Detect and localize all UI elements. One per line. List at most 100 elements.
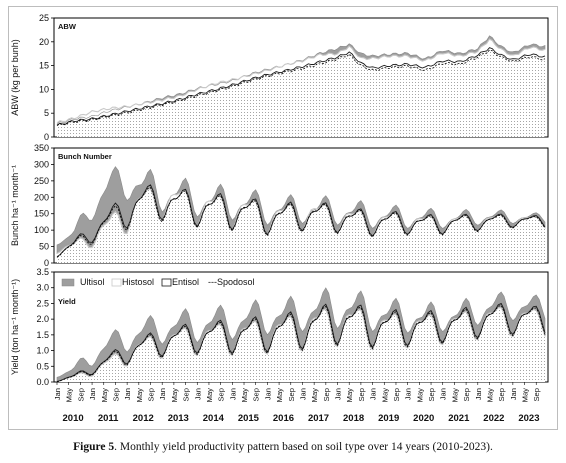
- yield-ytick-label: 3.0: [36, 283, 49, 293]
- x-month-label: Jan: [263, 388, 272, 400]
- yield-histosol-line: [56, 307, 546, 383]
- x-month-label: Sep: [182, 388, 191, 402]
- x-month-label: Jan: [123, 388, 132, 400]
- yield-ylabel: Yield (ton ha⁻¹ month⁻¹): [10, 279, 20, 375]
- chart-svg: 0 5 10 15 20 25 ABW ABW (kg per bunh) 0 50 100 150 2…: [10, 13, 549, 424]
- x-month-label: Jan: [369, 388, 378, 400]
- x-year-label: 2011: [98, 413, 119, 424]
- yield-panel-title: Yield: [58, 297, 76, 306]
- bunch-number-ytick-label: 100: [34, 225, 49, 235]
- abw-ytick-label: 15: [39, 61, 49, 71]
- x-month-label: Sep: [462, 388, 471, 402]
- legend-swatch-ultisol: [61, 278, 75, 287]
- abw-ytick-label: 20: [39, 37, 49, 47]
- bunch-number-ytick-label: 50: [39, 242, 49, 252]
- x-month-label: Sep: [147, 388, 156, 402]
- bunch-number-spodosol-line: [56, 187, 546, 258]
- yield-ytick-label: 1.0: [36, 346, 49, 356]
- bunch-number-spodosol-area: [57, 187, 545, 263]
- x-month-label: May: [240, 388, 249, 403]
- bunch-number-ytick-label: 350: [34, 143, 49, 153]
- x-month-label: Sep: [76, 388, 85, 402]
- x-month-label: Sep: [217, 388, 226, 402]
- bunch-number-panel-title: Bunch Number: [58, 152, 112, 161]
- x-year-label: 2022: [483, 413, 504, 424]
- x-month-label: Jan: [509, 388, 518, 400]
- x-month-label: May: [65, 388, 74, 403]
- abw-ytick-label: 10: [39, 84, 49, 94]
- x-month-label: May: [275, 388, 284, 403]
- yield-ytick-label: 3.5: [36, 267, 49, 277]
- x-month-label: Sep: [357, 388, 366, 402]
- x-month-label: Sep: [497, 388, 506, 402]
- x-year-label: 2015: [238, 413, 260, 424]
- caption-label: Figure 5: [73, 441, 115, 453]
- x-month-label: May: [521, 388, 530, 403]
- abw-spodosol-line: [56, 49, 546, 126]
- x-month-label: Jan: [474, 388, 483, 400]
- yield-ytick-label: 1.5: [36, 330, 49, 340]
- yield-ytick-label: 0.0: [36, 377, 49, 387]
- abw-ytick-label: 25: [39, 13, 49, 23]
- legend-swatch-histosol: [111, 278, 122, 287]
- legend-swatch-entisol: [161, 278, 172, 287]
- figure-frame: [8, 6, 558, 430]
- legend-label-2: Histosol: [122, 277, 154, 287]
- x-month-label: Sep: [322, 388, 331, 402]
- x-month-label: Jan: [404, 388, 413, 400]
- bunch-number-ytick-label: 0: [44, 258, 49, 268]
- legend-label-3: Entisol: [172, 277, 199, 287]
- yield-ytick-label: 2.0: [36, 314, 49, 324]
- yield-spodosol-line: [56, 304, 546, 383]
- x-year-label: 2013: [168, 413, 189, 424]
- x-month-label: Sep: [287, 388, 296, 402]
- x-month-label: Sep: [532, 388, 541, 402]
- x-month-label: Jan: [298, 388, 307, 400]
- x-month-label: Jan: [334, 388, 343, 400]
- x-month-label: May: [135, 388, 144, 403]
- x-month-label: Jan: [228, 388, 237, 400]
- bunch-number-ylabel: Bunch ha⁻¹ month⁻¹: [10, 165, 20, 246]
- bunch-number-ytick-label: 250: [34, 176, 49, 186]
- bunch-number-ytick-label: 200: [34, 192, 49, 202]
- x-year-label: 2010: [63, 413, 84, 424]
- legend-label-1: Ultisol: [80, 277, 105, 287]
- x-year-label: 2019: [378, 413, 399, 424]
- x-month-label: Sep: [111, 388, 120, 402]
- abw-ytick-label: 5: [44, 108, 49, 118]
- x-year-label: 2018: [343, 413, 364, 424]
- x-month-label: Jan: [439, 388, 448, 400]
- x-month-label: May: [170, 388, 179, 403]
- yield-spodosol-area: [57, 305, 545, 382]
- x-month-label: May: [345, 388, 354, 403]
- abw-histosol-line: [56, 38, 546, 124]
- x-month-label: Jan: [88, 388, 97, 400]
- x-month-label: May: [205, 388, 214, 403]
- abw-entisol-line: [56, 47, 546, 126]
- abw-panel-title: ABW: [58, 22, 77, 31]
- x-month-label: May: [380, 388, 389, 403]
- abw-ytick-label: 0: [44, 132, 49, 142]
- x-year-label: 2020: [413, 413, 434, 424]
- x-month-label: May: [450, 388, 459, 403]
- x-year-label: 2023: [518, 413, 539, 424]
- x-year-label: 2014: [203, 413, 225, 424]
- x-month-label: May: [485, 388, 494, 403]
- x-month-label: May: [310, 388, 319, 403]
- x-month-label: Jan: [53, 388, 62, 400]
- abw-ylabel: ABW (kg per bunh): [10, 39, 20, 116]
- yield-ytick-label: 2.5: [36, 298, 49, 308]
- x-month-label: May: [415, 388, 424, 403]
- x-month-label: Jan: [158, 388, 167, 400]
- bunch-number-entisol-line: [56, 184, 546, 258]
- x-month-label: Sep: [392, 388, 401, 402]
- bunch-number-ytick-label: 300: [34, 159, 49, 169]
- x-month-label: Sep: [427, 388, 436, 402]
- bunch-number-ytick-label: 150: [34, 209, 49, 219]
- x-month-label: May: [100, 388, 109, 403]
- legend-label-4: ---Spodosol: [208, 277, 255, 287]
- x-year-label: 2017: [308, 413, 329, 424]
- x-month-label: Sep: [252, 388, 261, 402]
- yield-ytick-label: 0.5: [36, 361, 49, 371]
